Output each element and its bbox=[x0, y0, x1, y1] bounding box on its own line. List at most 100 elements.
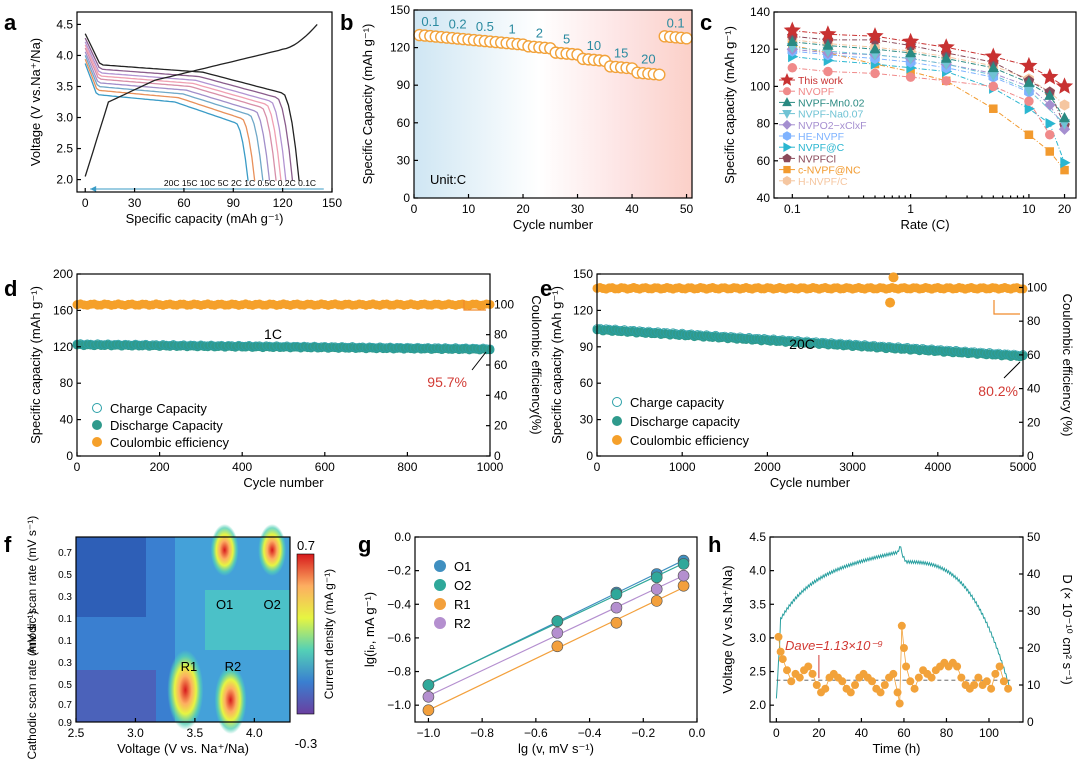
legend-label: HE-NVPF bbox=[798, 131, 844, 143]
x-tick-label: 600 bbox=[315, 460, 335, 474]
x-tick-label: 5000 bbox=[1010, 460, 1037, 474]
x-axis-label: Rate (C) bbox=[900, 217, 949, 232]
x-axis-label: Specific capacity (mAh g⁻¹) bbox=[126, 211, 284, 226]
series-point-NVPF-Mn0.02 bbox=[1023, 76, 1035, 87]
D-point bbox=[1004, 684, 1013, 693]
legend-marker-R2 bbox=[434, 617, 446, 629]
data-point-R2 bbox=[422, 690, 435, 703]
x-tick-label: 0 bbox=[773, 726, 780, 740]
data-point-R2 bbox=[551, 627, 564, 639]
heatmap-hotspot bbox=[258, 524, 287, 576]
panel-h-gitt: Dave=1.13×10⁻⁹0 20 40 60 80 1002.02.53.03.54.… bbox=[720, 530, 1075, 756]
panel-label-e: e bbox=[540, 276, 552, 301]
x-tick-label: 80 bbox=[940, 726, 954, 740]
colorbar-max: 0.7 bbox=[297, 538, 315, 553]
series-point-NVPF-Mn0.02 bbox=[869, 43, 881, 54]
y-tick-label: 90 bbox=[580, 340, 594, 354]
discharge-curve-15C bbox=[84, 58, 256, 181]
x-tick-label: 0 bbox=[74, 460, 81, 474]
D-point bbox=[974, 673, 983, 682]
y-tick-label: 0 bbox=[586, 449, 593, 463]
y-tick-label: −0.2 bbox=[387, 564, 411, 578]
x-tick-label: 20 bbox=[812, 726, 826, 740]
plot-frame bbox=[773, 11, 1077, 199]
legend-label: Coulombic efficiency bbox=[630, 433, 749, 448]
series-line-NVPF-Na0.07 bbox=[792, 46, 1065, 124]
x-tick-label: 40 bbox=[625, 202, 639, 216]
data-point-O2 bbox=[422, 679, 435, 691]
y2-tick-label: 50 bbox=[1027, 530, 1041, 544]
x-tick-label: 10 bbox=[1022, 202, 1036, 216]
plot-frame bbox=[414, 536, 698, 723]
rate-label: 5 bbox=[563, 32, 570, 47]
x-tick-label: 1000 bbox=[477, 460, 504, 474]
x-tick-label: 4.0 bbox=[246, 726, 263, 740]
y-tick-label: 3.5 bbox=[749, 597, 766, 611]
y-tick-label: 2.0 bbox=[749, 698, 766, 712]
D-point bbox=[868, 677, 877, 686]
legend-label: NVPFCl bbox=[798, 153, 836, 165]
series-point-c-NVPF@NC bbox=[1045, 147, 1055, 156]
series-point-NVPF-Mn0.02 bbox=[940, 52, 952, 63]
x-tick-label: −0.2 bbox=[631, 726, 655, 740]
y-tick-label: 60 bbox=[580, 376, 594, 390]
x-tick-label: 200 bbox=[150, 460, 170, 474]
rate-label: 2 bbox=[536, 25, 543, 40]
D-point bbox=[776, 647, 785, 656]
x-tick-label: 20 bbox=[1058, 202, 1072, 216]
y-tick-label: 100 bbox=[750, 79, 770, 93]
retention-arrow bbox=[471, 351, 487, 371]
x-axis-label: Voltage (V vs. Na⁺/Na) bbox=[117, 741, 249, 756]
y2-tick-label: 40 bbox=[494, 388, 508, 402]
x-tick-label: 0 bbox=[594, 460, 601, 474]
y-tick-label: 0.1 bbox=[58, 614, 72, 625]
legend-marker-This work bbox=[780, 72, 794, 86]
legend-label: NVPF-Na0.07 bbox=[798, 109, 864, 121]
panel-a-voltage-profiles: 20C 15C 10C 5C 2C 1C 0.5C 0.2C 0.1C 0 30 60… bbox=[28, 11, 342, 226]
series-point-NVPF-Mn0.02 bbox=[987, 61, 999, 73]
legend-marker-NVPF-Mn0.02 bbox=[782, 97, 792, 107]
D-point bbox=[778, 655, 787, 664]
x-tick-label: −0.8 bbox=[470, 726, 494, 740]
series-point-NVPF@C bbox=[1060, 157, 1071, 169]
series-point-NVPF-Mn0.02 bbox=[1044, 89, 1056, 100]
y-tick-label: 150 bbox=[573, 267, 593, 281]
series-point-c-NVPF@NC bbox=[989, 104, 998, 113]
series-point-This work bbox=[1055, 77, 1074, 94]
y2-tick-label: 80 bbox=[1027, 314, 1041, 328]
x-tick-label: 90 bbox=[227, 196, 241, 210]
peak-label-R1: R1 bbox=[181, 659, 198, 674]
data-point-R1 bbox=[422, 704, 435, 717]
D-point bbox=[957, 673, 966, 682]
legend-marker bbox=[612, 416, 622, 426]
series-point-NVOPF bbox=[1024, 96, 1034, 107]
dave-label: Dave=1.13×10⁻⁹ bbox=[785, 638, 883, 653]
legend-marker bbox=[612, 397, 622, 407]
panel-label-f: f bbox=[4, 532, 12, 557]
rate-label: 10 bbox=[587, 38, 601, 53]
cycle-point bbox=[653, 68, 666, 81]
voltage-curve bbox=[775, 545, 1011, 699]
D-point bbox=[787, 677, 796, 686]
y-tick-label: 150 bbox=[390, 3, 410, 17]
plot-frame bbox=[75, 536, 291, 723]
discharge-curve-10C bbox=[84, 55, 264, 181]
y-tick-label: 3.5 bbox=[56, 79, 73, 93]
D-point bbox=[774, 632, 783, 641]
D-point bbox=[804, 662, 813, 671]
discharge-curve-0.5C bbox=[84, 41, 287, 181]
y-tick-label: 4.0 bbox=[749, 564, 766, 578]
colorbar-min: -0.3 bbox=[295, 736, 317, 751]
y-tick-label: 0.7 bbox=[58, 548, 72, 559]
discharge-curve-5C bbox=[84, 51, 271, 181]
rate-label: 1C bbox=[264, 326, 282, 342]
y-tick-label: 0.9 bbox=[58, 718, 72, 729]
y2-tick-label: 10 bbox=[1027, 678, 1041, 692]
series-point-This work bbox=[984, 47, 1002, 64]
x-tick-label: 800 bbox=[397, 460, 417, 474]
D-point bbox=[783, 666, 792, 675]
cycle-point bbox=[680, 32, 693, 45]
x-tick-label: 0 bbox=[411, 202, 418, 216]
series-point-c-NVPF@NC bbox=[1024, 130, 1034, 140]
